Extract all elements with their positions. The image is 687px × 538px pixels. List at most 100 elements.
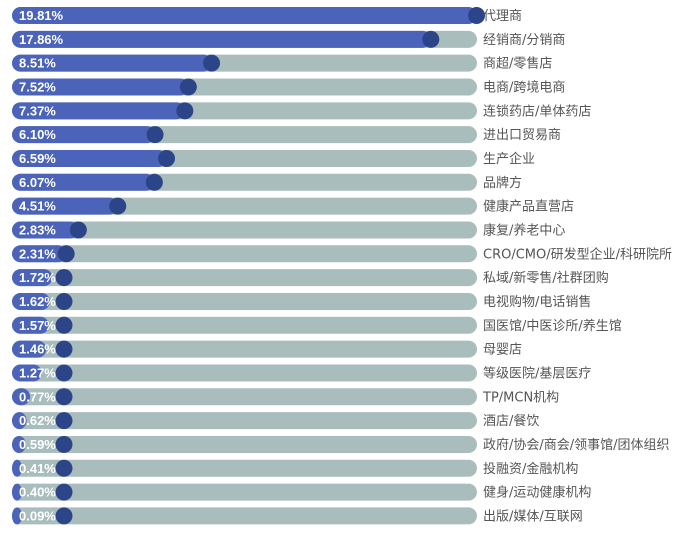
value-label: 2.31% bbox=[19, 246, 56, 261]
bar-fill bbox=[12, 364, 42, 382]
bar-knob bbox=[55, 459, 73, 477]
value-label: 7.52% bbox=[19, 79, 56, 94]
bar-fill bbox=[12, 388, 31, 406]
value-label: 0.62% bbox=[19, 413, 56, 428]
category-label: 进出口贸易商 bbox=[483, 128, 561, 143]
bar-fill bbox=[12, 149, 167, 167]
value-label: 1.72% bbox=[19, 270, 56, 285]
value-label: 0.77% bbox=[19, 389, 56, 404]
category-label: 品牌方 bbox=[483, 175, 522, 191]
value-label: 8.51% bbox=[19, 56, 56, 71]
bar-row: 2.31% CRO/CMO/研发型企业/科研院所 bbox=[12, 245, 672, 263]
bar-row: 7.37% 连锁药店/单体药店 bbox=[12, 102, 591, 120]
bar-row: 6.59% 生产企业 bbox=[12, 149, 535, 167]
category-label: 电商/跨境电商 bbox=[483, 80, 565, 95]
bar-track bbox=[12, 245, 477, 263]
bar-fill bbox=[12, 245, 67, 263]
bar-track bbox=[12, 388, 477, 406]
category-label: 代理商 bbox=[483, 9, 522, 24]
category-label: 经销商/分销商 bbox=[483, 33, 565, 48]
value-label: 1.46% bbox=[19, 342, 56, 357]
value-label: 0.40% bbox=[19, 485, 56, 500]
category-label: 生产企业 bbox=[483, 151, 535, 167]
bar-fill bbox=[12, 221, 79, 239]
category-label: 出版/媒体/互联网 bbox=[483, 509, 583, 524]
bar-knob bbox=[468, 7, 486, 24]
bar-knob bbox=[109, 197, 127, 215]
bar-track bbox=[12, 459, 477, 477]
bar-track bbox=[12, 221, 477, 239]
bar-fill bbox=[12, 54, 212, 72]
bar-knob bbox=[57, 245, 75, 263]
bar-row: 7.52% 电商/跨境电商 bbox=[12, 78, 565, 96]
bar-track bbox=[12, 435, 477, 453]
bar-fill bbox=[12, 269, 53, 287]
bar-knob bbox=[55, 316, 73, 334]
category-label: TP/MCN机构 bbox=[482, 390, 559, 405]
bar-knob bbox=[55, 269, 73, 287]
bar-fill bbox=[12, 126, 156, 144]
value-label: 1.62% bbox=[19, 294, 56, 309]
bar-row: 0.41% 投融资/金融机构 bbox=[12, 459, 578, 477]
category-label: 连锁药店/单体药店 bbox=[483, 103, 591, 119]
category-label: 投融资/金融机构 bbox=[483, 461, 578, 477]
bar-knob bbox=[55, 412, 73, 430]
bar-knob bbox=[146, 126, 164, 144]
bar-fill bbox=[12, 316, 49, 334]
value-label: 4.51% bbox=[19, 199, 56, 214]
category-label: 等级医院/基层医疗 bbox=[483, 365, 591, 381]
bar-track bbox=[12, 316, 477, 334]
bar-knob bbox=[203, 54, 221, 72]
bar-row: 4.51% 健康产品直营店 bbox=[12, 197, 574, 215]
value-label: 6.10% bbox=[19, 127, 56, 142]
category-label: 商超/零售店 bbox=[483, 56, 552, 72]
bar-knob bbox=[55, 340, 73, 358]
value-label: 6.07% bbox=[19, 175, 56, 190]
bar-fill bbox=[12, 173, 155, 191]
value-label: 1.27% bbox=[19, 365, 56, 380]
bar-row: 0.09% 出版/媒体/互联网 bbox=[12, 507, 583, 525]
bar-knob bbox=[55, 483, 73, 501]
bar-fill bbox=[12, 507, 22, 525]
value-label: 0.41% bbox=[19, 461, 56, 476]
category-label: 康复/养老中心 bbox=[483, 222, 565, 238]
bar-track bbox=[12, 292, 477, 310]
value-label: 6.59% bbox=[19, 151, 56, 166]
bar-row: 1.62% 电视购物/电话销售 bbox=[12, 292, 591, 310]
bar-row: 0.59% 政府/协会/商会/领事馆/团体组织 bbox=[12, 435, 670, 453]
bar-fill bbox=[12, 197, 118, 215]
category-label: 健康产品直营店 bbox=[483, 199, 574, 215]
bar-fill bbox=[12, 78, 189, 96]
bar-row: 1.27% 等级医院/基层医疗 bbox=[12, 364, 591, 382]
bar-fill bbox=[12, 412, 27, 430]
bar-track bbox=[12, 507, 477, 525]
bar-knob bbox=[69, 221, 87, 239]
value-label: 0.59% bbox=[19, 437, 56, 452]
category-label: 酒店/餐饮 bbox=[483, 413, 539, 429]
bar-knob bbox=[179, 78, 197, 96]
bar-fill bbox=[12, 340, 47, 358]
bar-fill bbox=[12, 102, 185, 120]
bar-row: 17.86% 经销商/分销商 bbox=[12, 30, 565, 48]
category-label: 电视购物/电话销售 bbox=[483, 294, 591, 310]
bar-row: 0.62% 酒店/餐饮 bbox=[12, 412, 539, 430]
bar-track bbox=[12, 269, 477, 287]
value-label: 19.81% bbox=[19, 8, 64, 23]
bar-row: 1.72% 私域/新零售/社群团购 bbox=[12, 269, 609, 287]
category-label: 母婴店 bbox=[483, 343, 522, 358]
category-label: CRO/CMO/研发型企业/科研院所 bbox=[483, 246, 672, 262]
bar-fill bbox=[12, 30, 431, 48]
category-label: 政府/协会/商会/领事馆/团体组织 bbox=[483, 438, 670, 453]
bar-knob bbox=[422, 30, 440, 48]
bar-knob bbox=[55, 507, 73, 525]
value-label: 0.09% bbox=[19, 508, 56, 523]
bar-row: 0.77% TP/MCN机构 bbox=[12, 388, 559, 406]
bar-row: 1.46% 母婴店 bbox=[12, 340, 522, 358]
bar-knob bbox=[55, 364, 73, 382]
value-label: 1.57% bbox=[19, 318, 56, 333]
bar-row: 1.57% 国医馆/中医诊所/养生馆 bbox=[12, 316, 622, 334]
category-label: 健身/运动健康机构 bbox=[483, 485, 591, 501]
bar-fill bbox=[12, 435, 26, 453]
bar-track bbox=[12, 412, 477, 430]
